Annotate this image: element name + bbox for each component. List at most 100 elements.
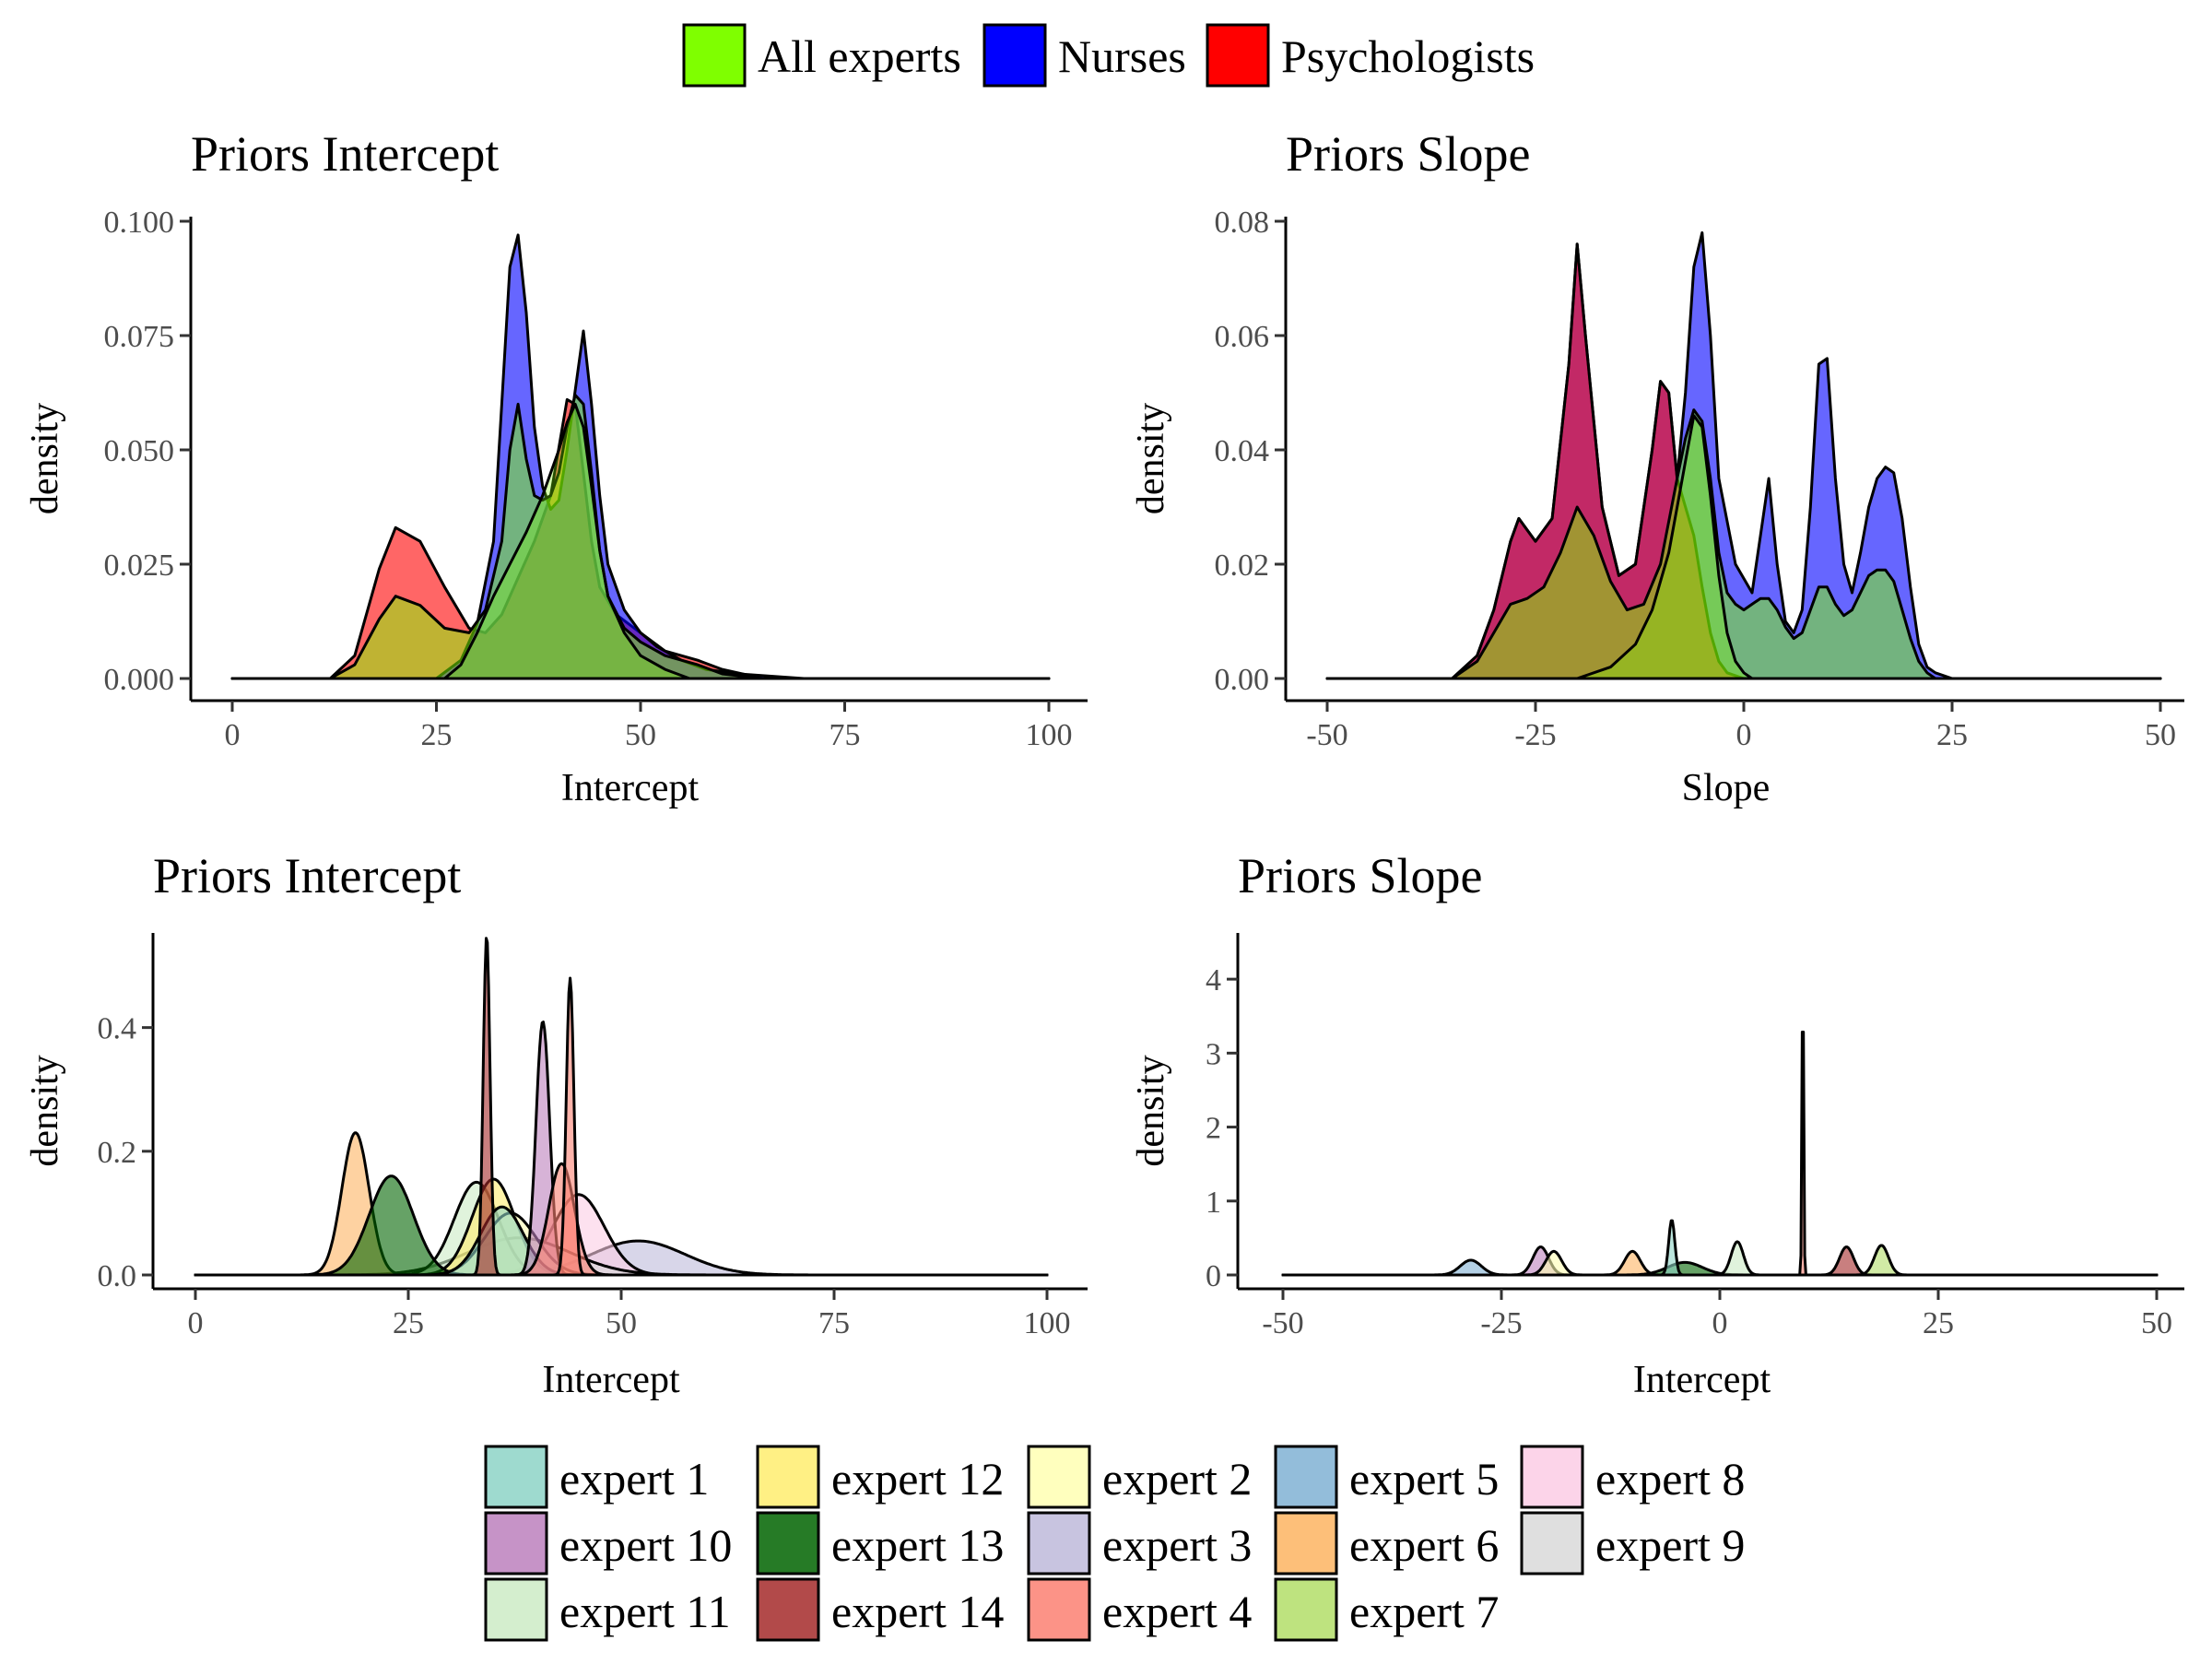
panel-priors-slope-groups: Priors Slope -50 -25 0 25 50 0.00 0.02 0.04 0.06 0… <box>1130 126 2184 809</box>
legend-swatch <box>756 1445 820 1509</box>
expert-legend: expert 1 expert 12 expert 2 expert 5 expert … <box>484 1445 1745 1642</box>
legend-item-expert-3: expert 3 <box>1027 1511 1252 1575</box>
y-tick-label: 3 <box>1206 1037 1221 1071</box>
legend-item-expert-6: expert 6 <box>1274 1511 1499 1575</box>
panel-title: Priors Slope <box>1286 126 1531 182</box>
legend-label: All experts <box>758 30 961 82</box>
legend-item-expert-11: expert 11 <box>484 1577 731 1642</box>
density-area-nurses-inner <box>230 402 1051 680</box>
legend-label: expert 4 <box>1102 1586 1252 1637</box>
legend-label: expert 1 <box>559 1453 709 1505</box>
legend-item-expert-2: expert 2 <box>1027 1445 1252 1509</box>
panel-title: Priors Slope <box>1238 848 1483 903</box>
legend-swatch <box>1027 1577 1091 1642</box>
legend-item-expert-12: expert 12 <box>756 1445 1004 1509</box>
y-tick-label: 0.00 <box>1215 663 1270 697</box>
y-tick-label: 0.04 <box>1215 434 1270 468</box>
legend-swatch <box>484 1511 548 1575</box>
legend-label: expert 14 <box>831 1586 1004 1637</box>
x-axis-title: Intercept <box>542 1359 680 1401</box>
legend-swatch <box>1206 23 1270 88</box>
density-area-expert-4 <box>1281 1031 2159 1277</box>
panel-title: Priors Intercept <box>153 848 461 903</box>
legend-swatch <box>484 1577 548 1642</box>
y-tick-label: 0.4 <box>98 1012 137 1046</box>
y-axis-title: density <box>24 403 66 514</box>
x-tick-label: 100 <box>1024 1306 1071 1340</box>
x-tick-label: -50 <box>1306 718 1347 752</box>
x-tick-label: 50 <box>606 1306 637 1340</box>
legend-item-expert-5: expert 5 <box>1274 1445 1499 1509</box>
x-tick-label: 25 <box>421 718 453 752</box>
legend-item-psychologists: Psychologists <box>1206 23 1535 88</box>
x-tick-label: 25 <box>393 1306 424 1340</box>
y-axis-title: density <box>1130 1055 1172 1166</box>
x-tick-label: 25 <box>1936 718 1968 752</box>
legend-label: expert 9 <box>1595 1519 1745 1571</box>
density-area-psychologists <box>230 397 1051 680</box>
legend-item-expert-13: expert 13 <box>756 1511 1004 1575</box>
density-area-expert-10 <box>194 1021 1049 1277</box>
y-tick-label: 0.000 <box>104 663 175 697</box>
y-axis-title: density <box>1130 403 1172 514</box>
panel-priors-intercept-groups: Priors Intercept 0 25 50 75 100 0.000 0.025 0.05… <box>24 126 1088 809</box>
x-tick-label: -25 <box>1514 718 1556 752</box>
density-area-expert-6 <box>1281 1249 2159 1277</box>
density-area-expert-11 <box>1281 1240 2159 1277</box>
density-area-all-experts <box>1325 408 2162 680</box>
x-tick-label: 75 <box>830 718 861 752</box>
legend-item-nurses: Nurses <box>982 23 1186 88</box>
legend-swatch <box>484 1445 548 1509</box>
x-tick-label: 0 <box>1736 718 1752 752</box>
legend-item-expert-9: expert 9 <box>1520 1511 1745 1575</box>
y-tick-label: 4 <box>1206 963 1221 997</box>
legend-swatch <box>1520 1511 1584 1575</box>
legend-swatch <box>1520 1445 1584 1509</box>
x-tick-label: -25 <box>1480 1306 1522 1340</box>
legend-swatch <box>1274 1511 1338 1575</box>
legend-label: expert 8 <box>1595 1453 1745 1505</box>
y-tick-label: 0.2 <box>98 1136 137 1170</box>
legend-swatch <box>1274 1445 1338 1509</box>
x-tick-label: 50 <box>2145 718 2176 752</box>
y-tick-label: 1 <box>1206 1186 1221 1220</box>
legend-label: Nurses <box>1058 30 1186 82</box>
y-tick-label: 0.08 <box>1215 206 1270 240</box>
x-tick-label: 25 <box>1923 1306 1954 1340</box>
density-area-expert-8 <box>194 1193 1049 1277</box>
legend-item-expert-8: expert 8 <box>1520 1445 1745 1509</box>
x-tick-label: -50 <box>1262 1306 1303 1340</box>
density-area-expert-10 <box>1281 1245 2159 1277</box>
panel-title: Priors Intercept <box>191 126 499 182</box>
x-tick-label: 75 <box>818 1306 850 1340</box>
legend-item-expert-14: expert 14 <box>756 1577 1004 1642</box>
legend-label: expert 3 <box>1102 1519 1252 1571</box>
legend-item-expert-7: expert 7 <box>1274 1577 1499 1642</box>
legend-swatch <box>756 1577 820 1642</box>
x-axis-title: Slope <box>1682 767 1771 809</box>
y-tick-label: 0.050 <box>104 434 175 468</box>
x-axis-title: Intercept <box>561 767 700 809</box>
panel-priors-intercept-experts: Priors Intercept 0 25 50 75 100 0.0 0.2 0.4 Inter… <box>24 848 1088 1401</box>
density-area-nurses <box>230 233 1051 680</box>
legend-label: expert 2 <box>1102 1453 1252 1505</box>
density-area-expert-14 <box>1281 1245 2159 1277</box>
x-tick-label: 100 <box>1026 718 1073 752</box>
density-series-group <box>194 937 1049 1277</box>
y-tick-label: 0.06 <box>1215 320 1270 354</box>
x-axis-title: Intercept <box>1633 1359 1771 1401</box>
legend-label: expert 13 <box>831 1519 1004 1571</box>
legend-swatch <box>756 1511 820 1575</box>
density-area-nurses-inner <box>1325 414 2162 680</box>
density-area-expert-14 <box>194 937 1049 1277</box>
density-series-group <box>230 233 1051 680</box>
legend-item-expert-10: expert 10 <box>484 1511 732 1575</box>
x-tick-label: 50 <box>2141 1306 2172 1340</box>
group-legend: All experts Nurses Psychologists <box>682 23 1535 88</box>
legend-label: expert 10 <box>559 1519 732 1571</box>
y-tick-label: 2 <box>1206 1112 1221 1146</box>
y-tick-label: 0 <box>1206 1259 1221 1293</box>
x-tick-label: 0 <box>225 718 241 752</box>
y-tick-label: 0.0 <box>98 1259 137 1293</box>
